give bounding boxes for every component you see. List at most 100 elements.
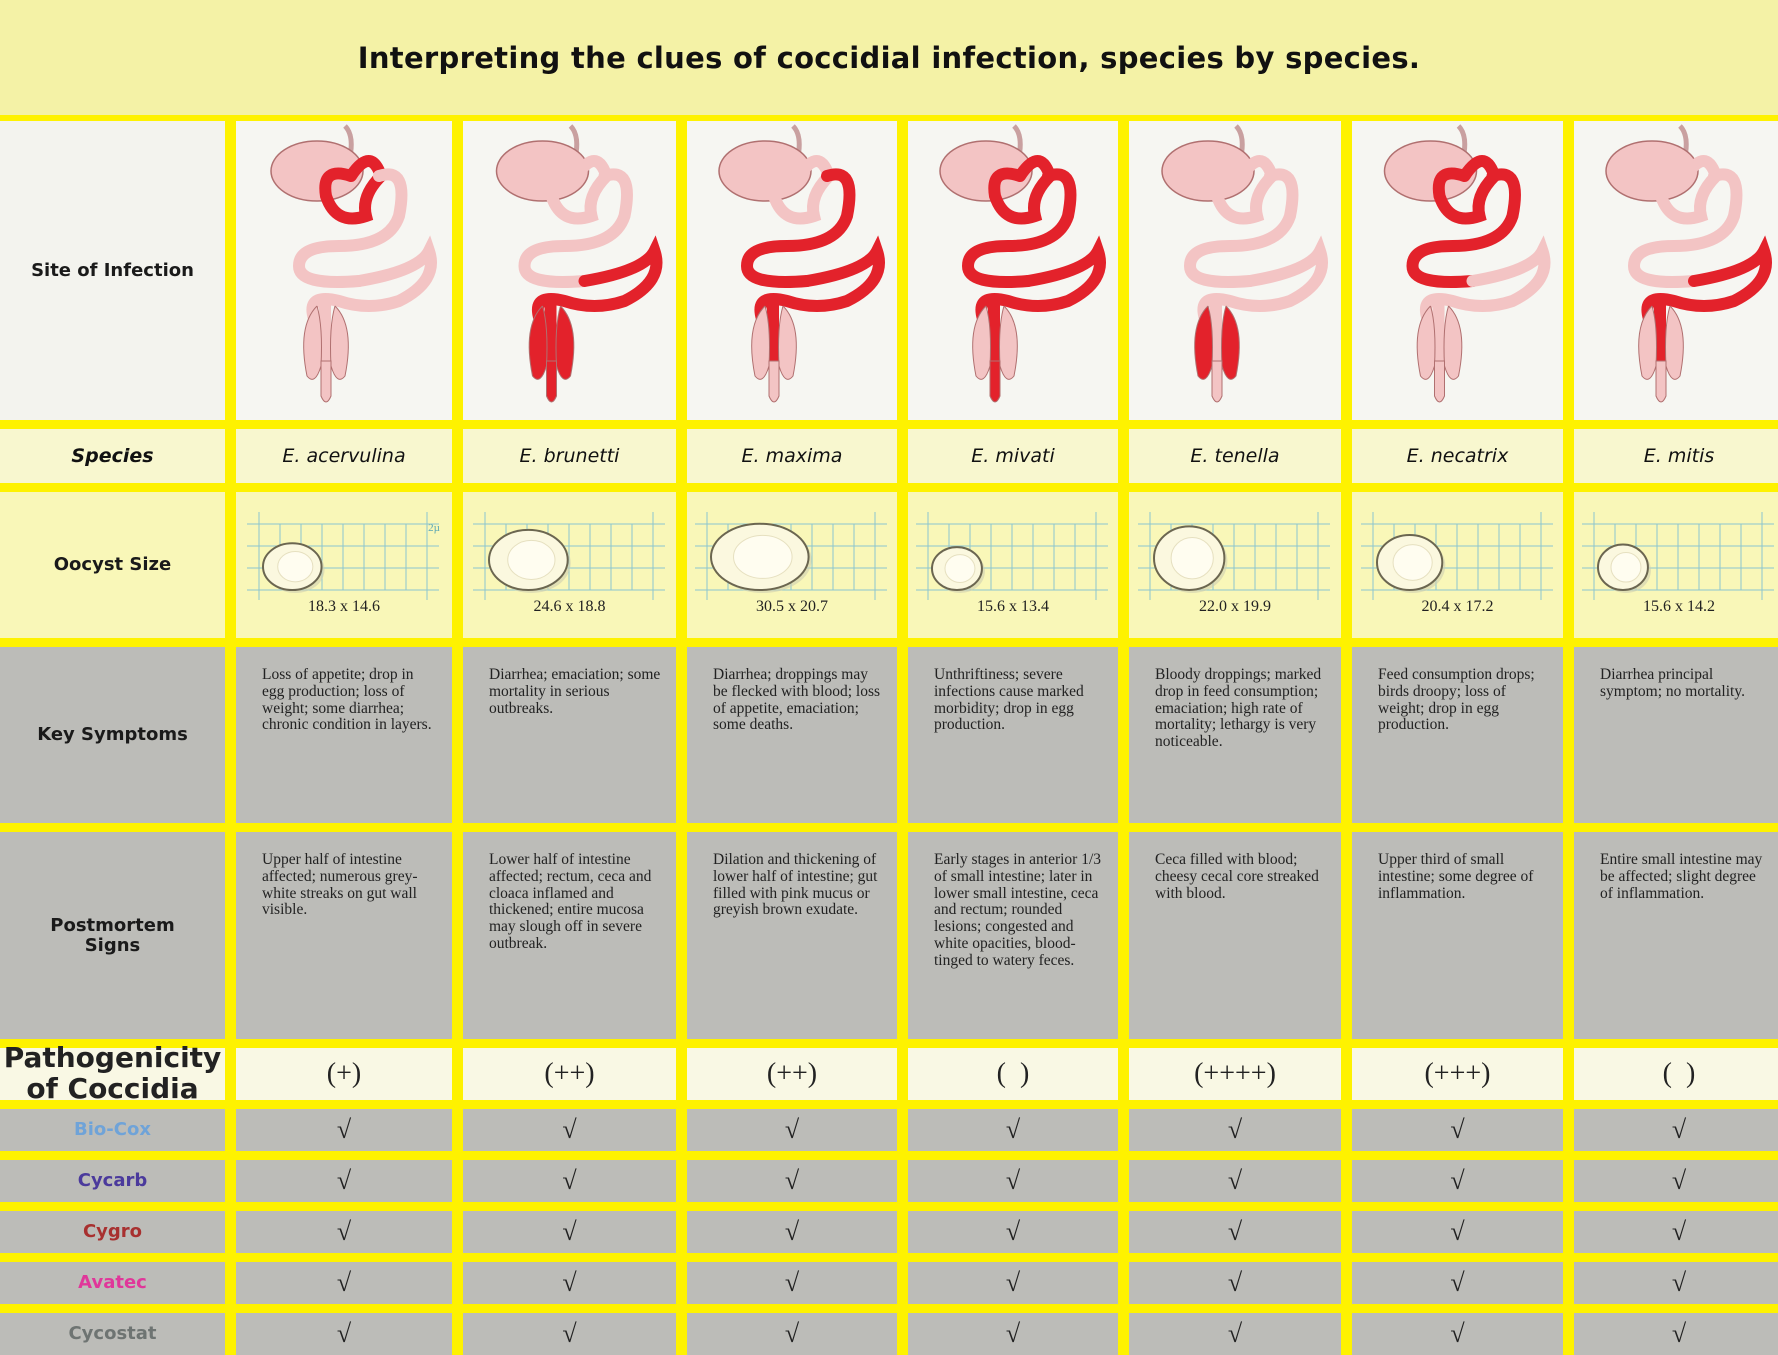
pathogenicity-value: (+++) <box>1352 1048 1563 1100</box>
product-name-avatec: Avatec <box>0 1262 225 1304</box>
intestine-illustration <box>687 121 897 420</box>
postmortem-text: Upper half of intestine affected; numero… <box>236 832 452 1039</box>
postmortem-text: Ceca filled with blood; cheesy cecal cor… <box>1129 832 1341 1039</box>
symptoms-text: Diarrhea principal symptom; no mortality… <box>1574 647 1778 823</box>
intestine-illustration <box>1129 121 1341 420</box>
check-mark: √ <box>908 1211 1118 1253</box>
check-mark: √ <box>463 1160 676 1202</box>
pathogenicity-value: (++) <box>463 1048 676 1100</box>
check-mark: √ <box>1352 1313 1563 1355</box>
symptoms-text: Loss of appetite; drop in egg production… <box>236 647 452 823</box>
check-mark: √ <box>687 1160 897 1202</box>
oocyst-dimensions: 18.3 x 14.6 <box>308 598 380 615</box>
check-mark: √ <box>908 1109 1118 1151</box>
check-mark: √ <box>687 1109 897 1151</box>
pathogenicity-label: Pathogenicity of Coccidia <box>0 1042 225 1104</box>
oocyst-cell: 22.0 x 19.9 <box>1129 492 1341 638</box>
postmortem-text: Entire small intestine may be affected; … <box>1574 832 1778 1039</box>
oocyst-grid-icon <box>472 512 665 600</box>
postmortem-text: Lower half of intestine affected; rectum… <box>463 832 676 1039</box>
check-mark: √ <box>1574 1160 1778 1202</box>
species-name: E. mivati <box>908 429 1118 483</box>
pathogenicity-value: (++++) <box>1129 1048 1341 1100</box>
product-name-cycostat: Cycostat <box>0 1313 225 1355</box>
check-mark: √ <box>908 1262 1118 1304</box>
symptoms-text: Unthriftiness; severe infections cause m… <box>908 647 1118 823</box>
check-mark: √ <box>1129 1313 1341 1355</box>
check-mark: √ <box>1129 1211 1341 1253</box>
postmortem-text: Early stages in anterior 1/3 of small in… <box>908 832 1118 1039</box>
oocyst-size-label: Oocyst Size <box>0 492 225 638</box>
intestine-illustration <box>908 121 1118 420</box>
species-name: E. mitis <box>1574 429 1778 483</box>
check-mark: √ <box>1352 1160 1563 1202</box>
check-mark: √ <box>236 1313 452 1355</box>
check-mark: √ <box>236 1211 452 1253</box>
intestine-illustration <box>463 121 676 420</box>
intestine-diagram-icon <box>1605 124 1772 403</box>
oocyst-dimensions: 15.6 x 14.2 <box>1643 598 1715 615</box>
check-mark: √ <box>236 1160 452 1202</box>
pathogenicity-value: (++) <box>687 1048 897 1100</box>
oocyst-grid-icon <box>1138 512 1330 600</box>
check-mark: √ <box>236 1109 452 1151</box>
pathogenicity-value: ( ) <box>908 1048 1118 1100</box>
postmortem-text: Upper third of small intestine; some deg… <box>1352 832 1563 1039</box>
intestine-illustration <box>1574 121 1778 420</box>
pathogenicity-value: (+) <box>236 1048 452 1100</box>
intestine-diagram-icon <box>495 124 663 403</box>
check-mark: √ <box>463 1109 676 1151</box>
key-symptoms-label: Key Symptoms <box>0 647 225 823</box>
check-mark: √ <box>1129 1109 1341 1151</box>
species-name: E. brunetti <box>463 429 676 483</box>
oocyst-cell: 15.6 x 14.2 <box>1574 492 1778 638</box>
check-mark: √ <box>908 1313 1118 1355</box>
oocyst-cell: 24.6 x 18.8 <box>463 492 676 638</box>
oocyst-dimensions: 30.5 x 20.7 <box>756 598 828 615</box>
check-mark: √ <box>1129 1160 1341 1202</box>
check-mark: √ <box>1574 1313 1778 1355</box>
postmortem-text: Dilation and thickening of lower half of… <box>687 832 897 1039</box>
oocyst-grid-icon <box>916 512 1108 600</box>
check-mark: √ <box>1129 1262 1341 1304</box>
intestine-diagram-icon <box>270 124 437 403</box>
oocyst-grid-icon <box>1582 512 1774 600</box>
check-mark: √ <box>1352 1211 1563 1253</box>
oocyst-cell: 15.6 x 13.4 <box>908 492 1118 638</box>
check-mark: √ <box>1574 1211 1778 1253</box>
oocyst-grid-icon <box>695 512 887 600</box>
pathogenicity-value: ( ) <box>1574 1048 1778 1100</box>
oocyst-dimensions: 22.0 x 19.9 <box>1199 598 1271 615</box>
symptoms-text: Diarrhea; emaciation; some mortality in … <box>463 647 676 823</box>
oocyst-dimensions: 20.4 x 17.2 <box>1421 598 1494 615</box>
check-mark: √ <box>463 1262 676 1304</box>
product-name-bio-cox: Bio-Cox <box>0 1109 225 1151</box>
check-mark: √ <box>1574 1109 1778 1151</box>
title-band: Interpreting the clues of coccidial infe… <box>0 0 1778 115</box>
oocyst-cell: 20.4 x 17.2 <box>1352 492 1563 638</box>
check-mark: √ <box>687 1262 897 1304</box>
oocyst-grid-icon <box>1360 512 1553 600</box>
check-mark: √ <box>463 1211 676 1253</box>
check-mark: √ <box>1574 1262 1778 1304</box>
species-name: E. necatrix <box>1352 429 1563 483</box>
scale-label: 2µ <box>428 522 440 534</box>
check-mark: √ <box>1352 1262 1563 1304</box>
product-name-cycarb: Cycarb <box>0 1160 225 1202</box>
species-label: Species <box>0 429 225 483</box>
intestine-diagram-icon <box>1383 124 1551 403</box>
intestine-diagram-icon <box>718 124 885 403</box>
page-title: Interpreting the clues of coccidial infe… <box>357 40 1421 75</box>
check-mark: √ <box>1352 1109 1563 1151</box>
check-mark: √ <box>463 1313 676 1355</box>
symptoms-text: Feed consumption drops; birds droopy; lo… <box>1352 647 1563 823</box>
check-mark: √ <box>908 1160 1118 1202</box>
coccidia-table: Site of Infection <box>0 121 1778 1355</box>
intestine-diagram-icon <box>1161 124 1328 403</box>
intestine-illustration <box>236 121 452 420</box>
check-mark: √ <box>687 1211 897 1253</box>
intestine-illustration <box>1352 121 1563 420</box>
check-mark: √ <box>236 1262 452 1304</box>
check-mark: √ <box>687 1313 897 1355</box>
symptoms-text: Bloody droppings; marked drop in feed co… <box>1129 647 1341 823</box>
